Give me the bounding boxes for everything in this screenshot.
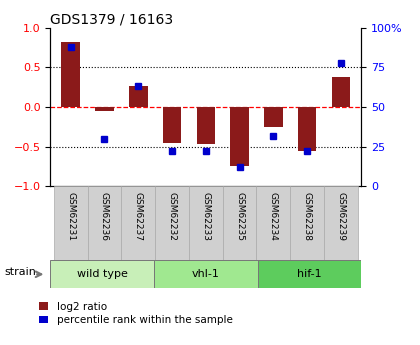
Bar [290,186,324,260]
Bar [332,77,350,107]
Bar [61,42,80,107]
Bar [121,186,155,260]
Bar [155,186,189,260]
Text: GSM62239: GSM62239 [336,192,345,241]
Bar [163,107,181,143]
Bar [95,107,114,111]
Text: hif-1: hif-1 [297,269,322,279]
Text: GSM62231: GSM62231 [66,192,75,241]
Bar [189,186,223,260]
Text: GSM62232: GSM62232 [168,192,176,241]
Bar [257,186,290,260]
Text: GDS1379 / 16163: GDS1379 / 16163 [50,12,173,27]
Bar [298,107,316,150]
Bar [324,186,358,260]
Text: wild type: wild type [77,269,128,279]
Text: GSM62235: GSM62235 [235,192,244,241]
Text: GSM62236: GSM62236 [100,192,109,241]
Bar [87,186,121,260]
Text: GSM62234: GSM62234 [269,192,278,241]
Bar [264,107,283,127]
Bar [154,260,257,288]
Text: vhl-1: vhl-1 [192,269,220,279]
Bar [197,107,215,144]
Text: GSM62237: GSM62237 [134,192,143,241]
Text: GSM62233: GSM62233 [201,192,210,241]
Bar [54,186,87,260]
Bar [129,86,147,107]
Bar [223,186,257,260]
Text: GSM62238: GSM62238 [303,192,312,241]
Bar [50,260,154,288]
Text: strain: strain [4,267,36,277]
Bar [257,260,361,288]
Bar [230,107,249,166]
Legend: log2 ratio, percentile rank within the sample: log2 ratio, percentile rank within the s… [39,302,232,325]
